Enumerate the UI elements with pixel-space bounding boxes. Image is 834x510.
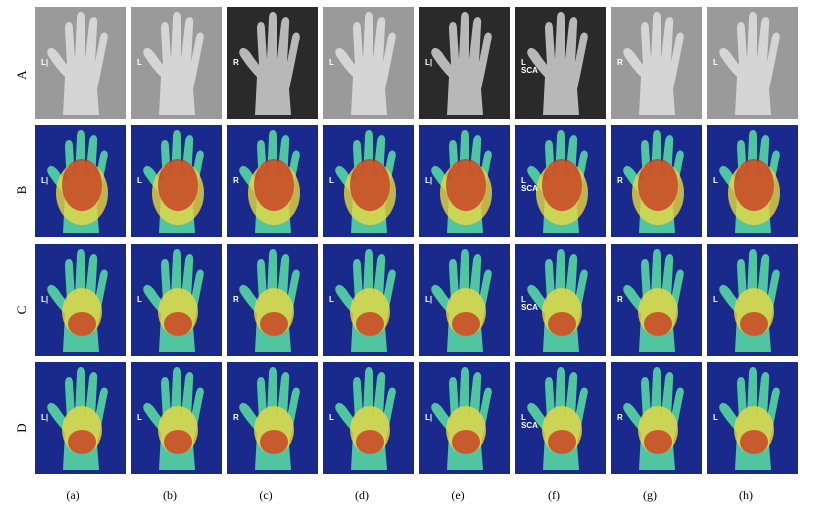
- cell-a-a: L|: [35, 7, 126, 119]
- film-marker: R: [233, 58, 239, 67]
- film-marker: R: [233, 176, 239, 185]
- film-marker: L: [137, 176, 142, 185]
- cell-d-d: L: [323, 362, 414, 474]
- cell-a-h: L: [707, 7, 798, 119]
- film-marker: L|: [425, 413, 433, 422]
- film-marker: R: [617, 413, 623, 422]
- cell-b-b: L: [131, 125, 222, 237]
- film-marker: L: [713, 176, 718, 185]
- film-marker: R: [233, 413, 239, 422]
- film-marker: L: [713, 413, 718, 422]
- film-marker: L: [329, 58, 334, 67]
- film-marker: L|: [41, 58, 49, 67]
- cell-a-d: L: [323, 7, 414, 119]
- cell-c-b: L: [131, 244, 222, 356]
- film-marker: R: [617, 58, 623, 67]
- cell-a-b: L: [131, 7, 222, 119]
- col-label-g: (g): [643, 488, 657, 502]
- film-marker: L: [137, 413, 142, 422]
- film-marker: L SCA: [521, 295, 538, 312]
- cell-b-f: L SCA: [515, 125, 606, 237]
- cell-d-e: L|: [419, 362, 510, 474]
- col-label-c: (c): [259, 488, 273, 502]
- col-label-d: (d): [355, 488, 369, 502]
- film-marker: L: [329, 413, 334, 422]
- film-marker: L SCA: [521, 176, 538, 193]
- cell-c-f: L SCA: [515, 244, 606, 356]
- film-marker: R: [617, 295, 623, 304]
- row-label-a: A: [14, 70, 29, 80]
- film-marker: L|: [425, 295, 433, 304]
- row-label-c: C: [14, 305, 29, 315]
- cell-b-c: R: [227, 125, 318, 237]
- film-marker: L: [137, 295, 142, 304]
- cell-a-c: R: [227, 7, 318, 119]
- film-marker: L|: [425, 58, 433, 67]
- col-label-f: (f): [548, 488, 560, 502]
- cell-d-a: L|: [35, 362, 126, 474]
- cell-d-f: L SCA: [515, 362, 606, 474]
- film-marker: L SCA: [521, 58, 538, 75]
- cell-a-e: L|: [419, 7, 510, 119]
- col-label-e: (e): [451, 488, 465, 502]
- film-marker: L: [713, 295, 718, 304]
- image-grid: L| L R L L| L SCA R L L| L R L L| L SCA R L L| L R L L| L SCA…: [35, 7, 805, 477]
- cell-c-h: L: [707, 244, 798, 356]
- film-marker: L|: [41, 176, 49, 185]
- cell-c-g: R: [611, 244, 702, 356]
- cell-b-d: L: [323, 125, 414, 237]
- cell-d-b: L: [131, 362, 222, 474]
- cell-a-f: L SCA: [515, 7, 606, 119]
- film-marker: R: [233, 295, 239, 304]
- cell-c-e: L|: [419, 244, 510, 356]
- row-label-b: B: [14, 185, 29, 195]
- film-marker: L: [329, 176, 334, 185]
- film-marker: L|: [425, 176, 433, 185]
- film-marker: L|: [41, 413, 49, 422]
- film-marker: L SCA: [521, 413, 538, 430]
- film-marker: L: [137, 58, 142, 67]
- row-label-d: D: [14, 423, 29, 433]
- col-label-b: (b): [163, 488, 177, 502]
- cell-d-h: L: [707, 362, 798, 474]
- film-marker: L: [713, 58, 718, 67]
- cell-b-g: R: [611, 125, 702, 237]
- cell-c-d: L: [323, 244, 414, 356]
- cell-d-g: R: [611, 362, 702, 474]
- film-marker: L: [329, 295, 334, 304]
- col-label-a: (a): [66, 488, 80, 502]
- cell-b-e: L|: [419, 125, 510, 237]
- cell-b-a: L|: [35, 125, 126, 237]
- cell-d-c: R: [227, 362, 318, 474]
- col-label-h: (h): [739, 488, 753, 502]
- film-marker: R: [617, 176, 623, 185]
- cell-c-c: R: [227, 244, 318, 356]
- film-marker: L|: [41, 295, 49, 304]
- cell-a-g: R: [611, 7, 702, 119]
- cell-c-a: L|: [35, 244, 126, 356]
- cell-b-h: L: [707, 125, 798, 237]
